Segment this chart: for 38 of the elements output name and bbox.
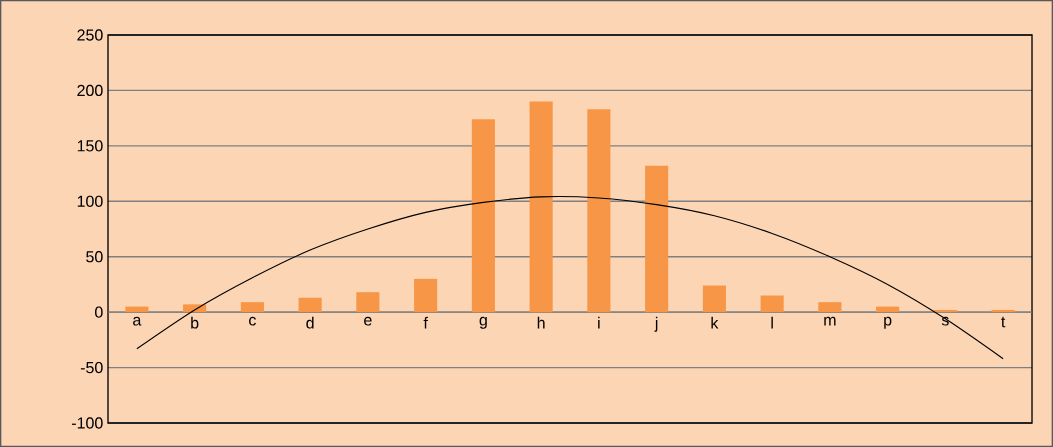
y-tick-label: 50 bbox=[86, 251, 103, 263]
x-tick-label: p bbox=[884, 316, 892, 329]
bar bbox=[991, 309, 1015, 313]
y-tick-label: 250 bbox=[77, 29, 103, 41]
bar bbox=[414, 278, 438, 313]
y-tick-label: 100 bbox=[77, 195, 103, 207]
y-tick-label: 200 bbox=[77, 84, 103, 97]
x-tick-label: b bbox=[191, 316, 199, 329]
y-tick-label: 150 bbox=[77, 140, 103, 152]
bar bbox=[645, 165, 669, 313]
bar bbox=[876, 306, 900, 313]
x-tick-label: i bbox=[598, 316, 600, 329]
bar bbox=[125, 306, 149, 313]
x-tick-label: c bbox=[249, 316, 256, 326]
x-tick-label: m bbox=[824, 316, 836, 326]
bar bbox=[298, 297, 322, 313]
x-tick-label: a bbox=[133, 316, 142, 326]
x-tick-label: f bbox=[423, 316, 428, 329]
x-tick-label: k bbox=[711, 316, 719, 329]
x-tick-label: s bbox=[941, 316, 949, 326]
x-tick-label: t bbox=[1001, 316, 1006, 328]
x-tick-label: e bbox=[364, 316, 372, 326]
bar bbox=[240, 302, 264, 313]
bar bbox=[702, 285, 726, 313]
bar bbox=[471, 119, 495, 313]
bar bbox=[587, 109, 611, 313]
x-tick-label: l bbox=[771, 316, 773, 329]
y-tick-label: -100 bbox=[71, 417, 103, 429]
x-tick-label: h bbox=[537, 316, 545, 329]
x-tick-label: g bbox=[479, 316, 487, 329]
bar bbox=[818, 302, 842, 313]
x-tick-label: d bbox=[306, 316, 314, 329]
x-tick-label: j bbox=[654, 316, 658, 332]
bar bbox=[760, 295, 784, 313]
bar bbox=[356, 292, 380, 313]
y-tick-label: -50 bbox=[80, 361, 103, 374]
y-tick-label: 0 bbox=[95, 306, 103, 318]
bar bbox=[529, 101, 553, 313]
